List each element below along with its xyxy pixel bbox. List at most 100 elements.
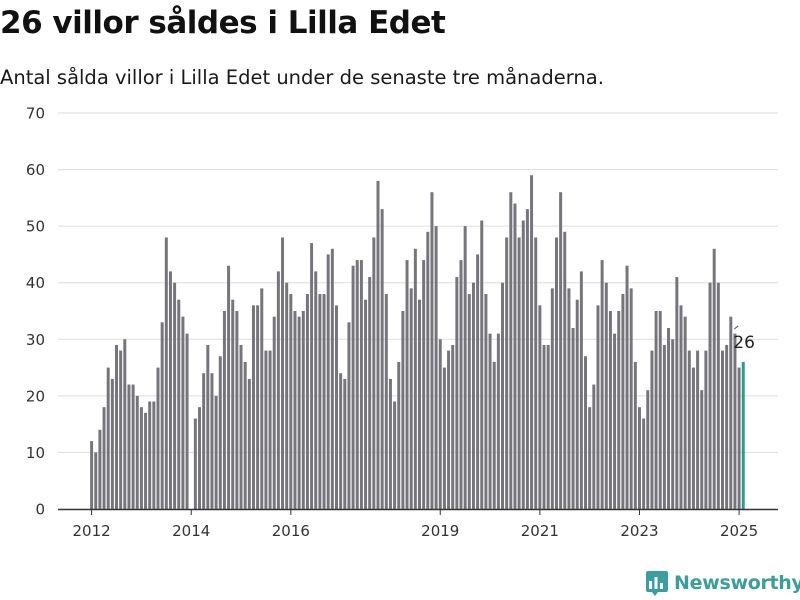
bar[interactable] [646,390,650,509]
highlight-bar[interactable] [741,361,745,509]
bar[interactable] [575,299,579,509]
bar[interactable] [305,294,309,509]
bar[interactable] [193,418,197,509]
bar[interactable] [173,282,177,509]
bar[interactable] [168,271,172,509]
bar[interactable] [227,265,231,509]
bar[interactable] [700,390,704,509]
bar[interactable] [281,237,285,509]
bar[interactable] [359,260,363,509]
bar[interactable] [409,288,413,509]
bar[interactable] [339,373,343,509]
bar[interactable] [608,311,612,509]
bar[interactable] [413,248,417,509]
bar[interactable] [256,305,260,509]
bar[interactable] [617,311,621,509]
bar[interactable] [542,344,546,509]
bar[interactable] [430,192,434,509]
bar[interactable] [239,344,243,509]
bar[interactable] [650,350,654,509]
bar[interactable] [177,299,181,509]
bar[interactable] [654,311,658,509]
bar[interactable] [716,282,720,509]
bar[interactable] [330,248,334,509]
bar[interactable] [496,333,500,509]
bar[interactable] [144,412,148,509]
bar[interactable] [696,350,700,509]
bar[interactable] [513,203,517,509]
bar[interactable] [613,333,617,509]
bar[interactable] [463,226,467,509]
bar[interactable] [550,288,554,509]
bar[interactable] [554,237,558,509]
bar[interactable] [704,350,708,509]
bar[interactable] [297,316,301,509]
bar[interactable] [405,260,409,509]
bar[interactable] [546,344,550,509]
bar[interactable] [455,277,459,509]
bar[interactable] [202,373,206,509]
bar[interactable] [301,311,305,509]
brand-logo[interactable]: Newsworthy [644,569,800,597]
bar[interactable] [98,429,102,509]
bar[interactable] [683,316,687,509]
bar[interactable] [185,333,189,509]
bar[interactable] [642,418,646,509]
bar[interactable] [530,175,534,510]
bar[interactable] [322,294,326,509]
bar[interactable] [629,288,633,509]
bar[interactable] [584,356,588,509]
bar[interactable] [725,344,729,509]
bar[interactable] [314,271,318,509]
bar[interactable] [181,316,185,509]
bar[interactable] [488,333,492,509]
bar[interactable] [102,407,106,509]
bar[interactable] [418,299,421,509]
bar[interactable] [459,260,463,509]
bar[interactable] [637,407,641,509]
bar[interactable] [131,384,135,509]
bar[interactable] [206,344,210,509]
bar[interactable] [247,378,251,509]
bar[interactable] [276,271,280,509]
bar[interactable] [579,271,583,509]
bar[interactable] [538,305,542,509]
bar[interactable] [621,294,625,509]
bar[interactable] [198,407,202,509]
bar[interactable] [152,401,156,509]
bar[interactable] [679,305,683,509]
bar[interactable] [708,282,712,509]
bar[interactable] [447,350,451,509]
bar[interactable] [119,350,123,509]
bar[interactable] [310,243,314,510]
bar[interactable] [401,311,405,509]
bar[interactable] [563,231,567,510]
bar[interactable] [505,237,509,509]
bar[interactable] [687,350,691,509]
bar[interactable] [662,344,666,509]
bar[interactable] [501,282,505,509]
bar[interactable] [293,311,297,509]
bar[interactable] [90,441,94,509]
bar[interactable] [222,311,226,509]
bar[interactable] [334,305,338,509]
bar[interactable] [326,254,330,509]
bar[interactable] [148,401,152,509]
bar[interactable] [364,299,368,509]
bar[interactable] [484,294,488,509]
bar[interactable] [123,339,127,509]
bar[interactable] [355,260,359,509]
bar[interactable] [600,260,604,509]
bar[interactable] [721,350,724,509]
bar[interactable] [251,305,255,509]
bar[interactable] [372,237,376,509]
bar[interactable] [534,237,538,509]
bar[interactable] [737,367,741,509]
bar[interactable] [210,373,214,509]
bar[interactable] [272,316,276,509]
bar[interactable] [480,220,484,510]
bar[interactable] [434,226,438,509]
bar[interactable] [318,294,322,509]
bar[interactable] [442,367,446,509]
bar[interactable] [351,265,355,509]
